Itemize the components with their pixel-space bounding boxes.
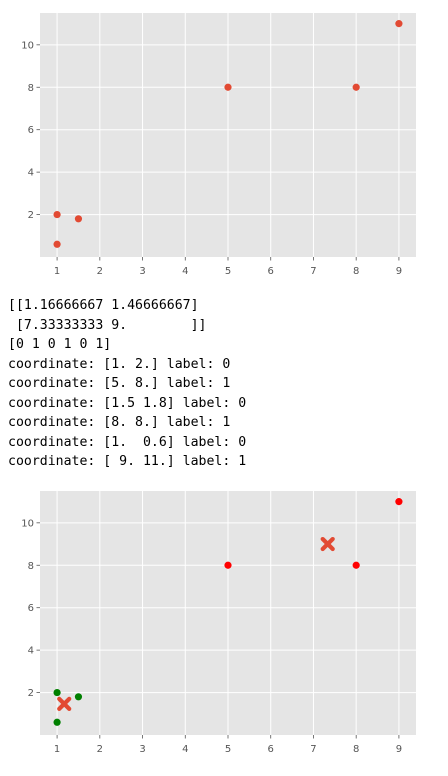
x-tick-label: 2	[97, 744, 103, 755]
y-tick-label: 2	[28, 688, 34, 699]
x-tick-label: 6	[268, 266, 274, 277]
output-line-coordinate: coordinate: [1.5 1.8] label: 0	[8, 395, 247, 411]
y-tick-label: 4	[28, 168, 34, 179]
data-point	[53, 240, 61, 248]
x-tick-label: 6	[268, 744, 274, 755]
data-point	[53, 718, 61, 726]
y-axis-ticks: 2 4 6 8 10	[21, 40, 40, 221]
x-tick-label: 3	[139, 744, 145, 755]
data-point	[74, 215, 83, 223]
y-tick-label: 8	[28, 561, 34, 572]
x-tick-label: 9	[396, 266, 402, 277]
data-point	[352, 561, 360, 569]
data-point-series	[53, 20, 403, 248]
x-tick-label: 4	[182, 744, 188, 755]
console-output: [[1.16666667 1.46666667] [7.33333333 9. …	[8, 296, 246, 472]
grid-lines	[40, 13, 416, 257]
data-point	[53, 210, 61, 219]
data-point	[224, 83, 232, 91]
x-tick-label: 7	[310, 266, 316, 277]
x-axis-ticks: 1 2 3 4 5 6 7 8 9	[54, 735, 402, 755]
x-tick-label: 1	[54, 266, 60, 277]
y-tick-label: 10	[21, 40, 34, 51]
data-point	[352, 83, 360, 91]
y-tick-label: 4	[28, 646, 34, 657]
output-line-centroids-row-1: [[1.16666667 1.46666667]	[8, 298, 199, 313]
x-tick-label: 8	[353, 744, 359, 755]
centroid-marker	[57, 696, 72, 711]
y-axis-ticks: 2 4 6 8 10	[21, 518, 40, 699]
data-point	[395, 20, 403, 28]
centroid-marker	[320, 536, 335, 552]
scatter-chart-clusters: 1 2 3 4 5 6 7 8 9 2 4 6 8 10	[21, 491, 416, 755]
centroid-series	[57, 536, 335, 711]
x-tick-label: 5	[225, 744, 231, 755]
y-tick-label: 6	[28, 603, 34, 614]
x-tick-label: 3	[139, 266, 145, 277]
data-point	[74, 693, 83, 701]
data-point-series	[224, 498, 403, 569]
data-point	[53, 688, 61, 697]
y-tick-label: 6	[28, 125, 34, 136]
data-point-series	[53, 688, 83, 726]
output-line-labels: [0 1 0 1 0 1]	[8, 337, 112, 352]
x-tick-label: 2	[97, 266, 103, 277]
x-tick-label: 1	[54, 744, 60, 755]
y-tick-label: 2	[28, 210, 34, 221]
data-point	[224, 561, 232, 569]
data-point	[395, 498, 403, 506]
output-line-centroids-row-2: [7.33333333 9. ]]	[8, 317, 207, 333]
y-tick-label: 8	[28, 83, 34, 94]
x-tick-label: 4	[182, 266, 188, 277]
output-line-coordinate: coordinate: [1. 0.6] label: 0	[8, 434, 247, 450]
x-tick-label: 9	[396, 744, 402, 755]
output-line-coordinate: coordinate: [ 9. 11.] label: 1	[8, 454, 247, 469]
x-tick-label: 8	[353, 266, 359, 277]
x-axis-ticks: 1 2 3 4 5 6 7 8 9	[54, 257, 402, 277]
y-tick-label: 10	[21, 518, 34, 529]
output-line-coordinate: coordinate: [1. 2.] label: 0	[8, 356, 231, 372]
output-line-coordinate: coordinate: [5. 8.] label: 1	[8, 376, 231, 391]
scatter-chart-data-points: 1 2 3 4 5 6 7 8 9 2 4 6 8 10	[21, 13, 416, 277]
x-tick-label: 5	[225, 266, 231, 277]
x-tick-label: 7	[310, 744, 316, 755]
output-line-coordinate: coordinate: [8. 8.] label: 1	[8, 415, 231, 430]
